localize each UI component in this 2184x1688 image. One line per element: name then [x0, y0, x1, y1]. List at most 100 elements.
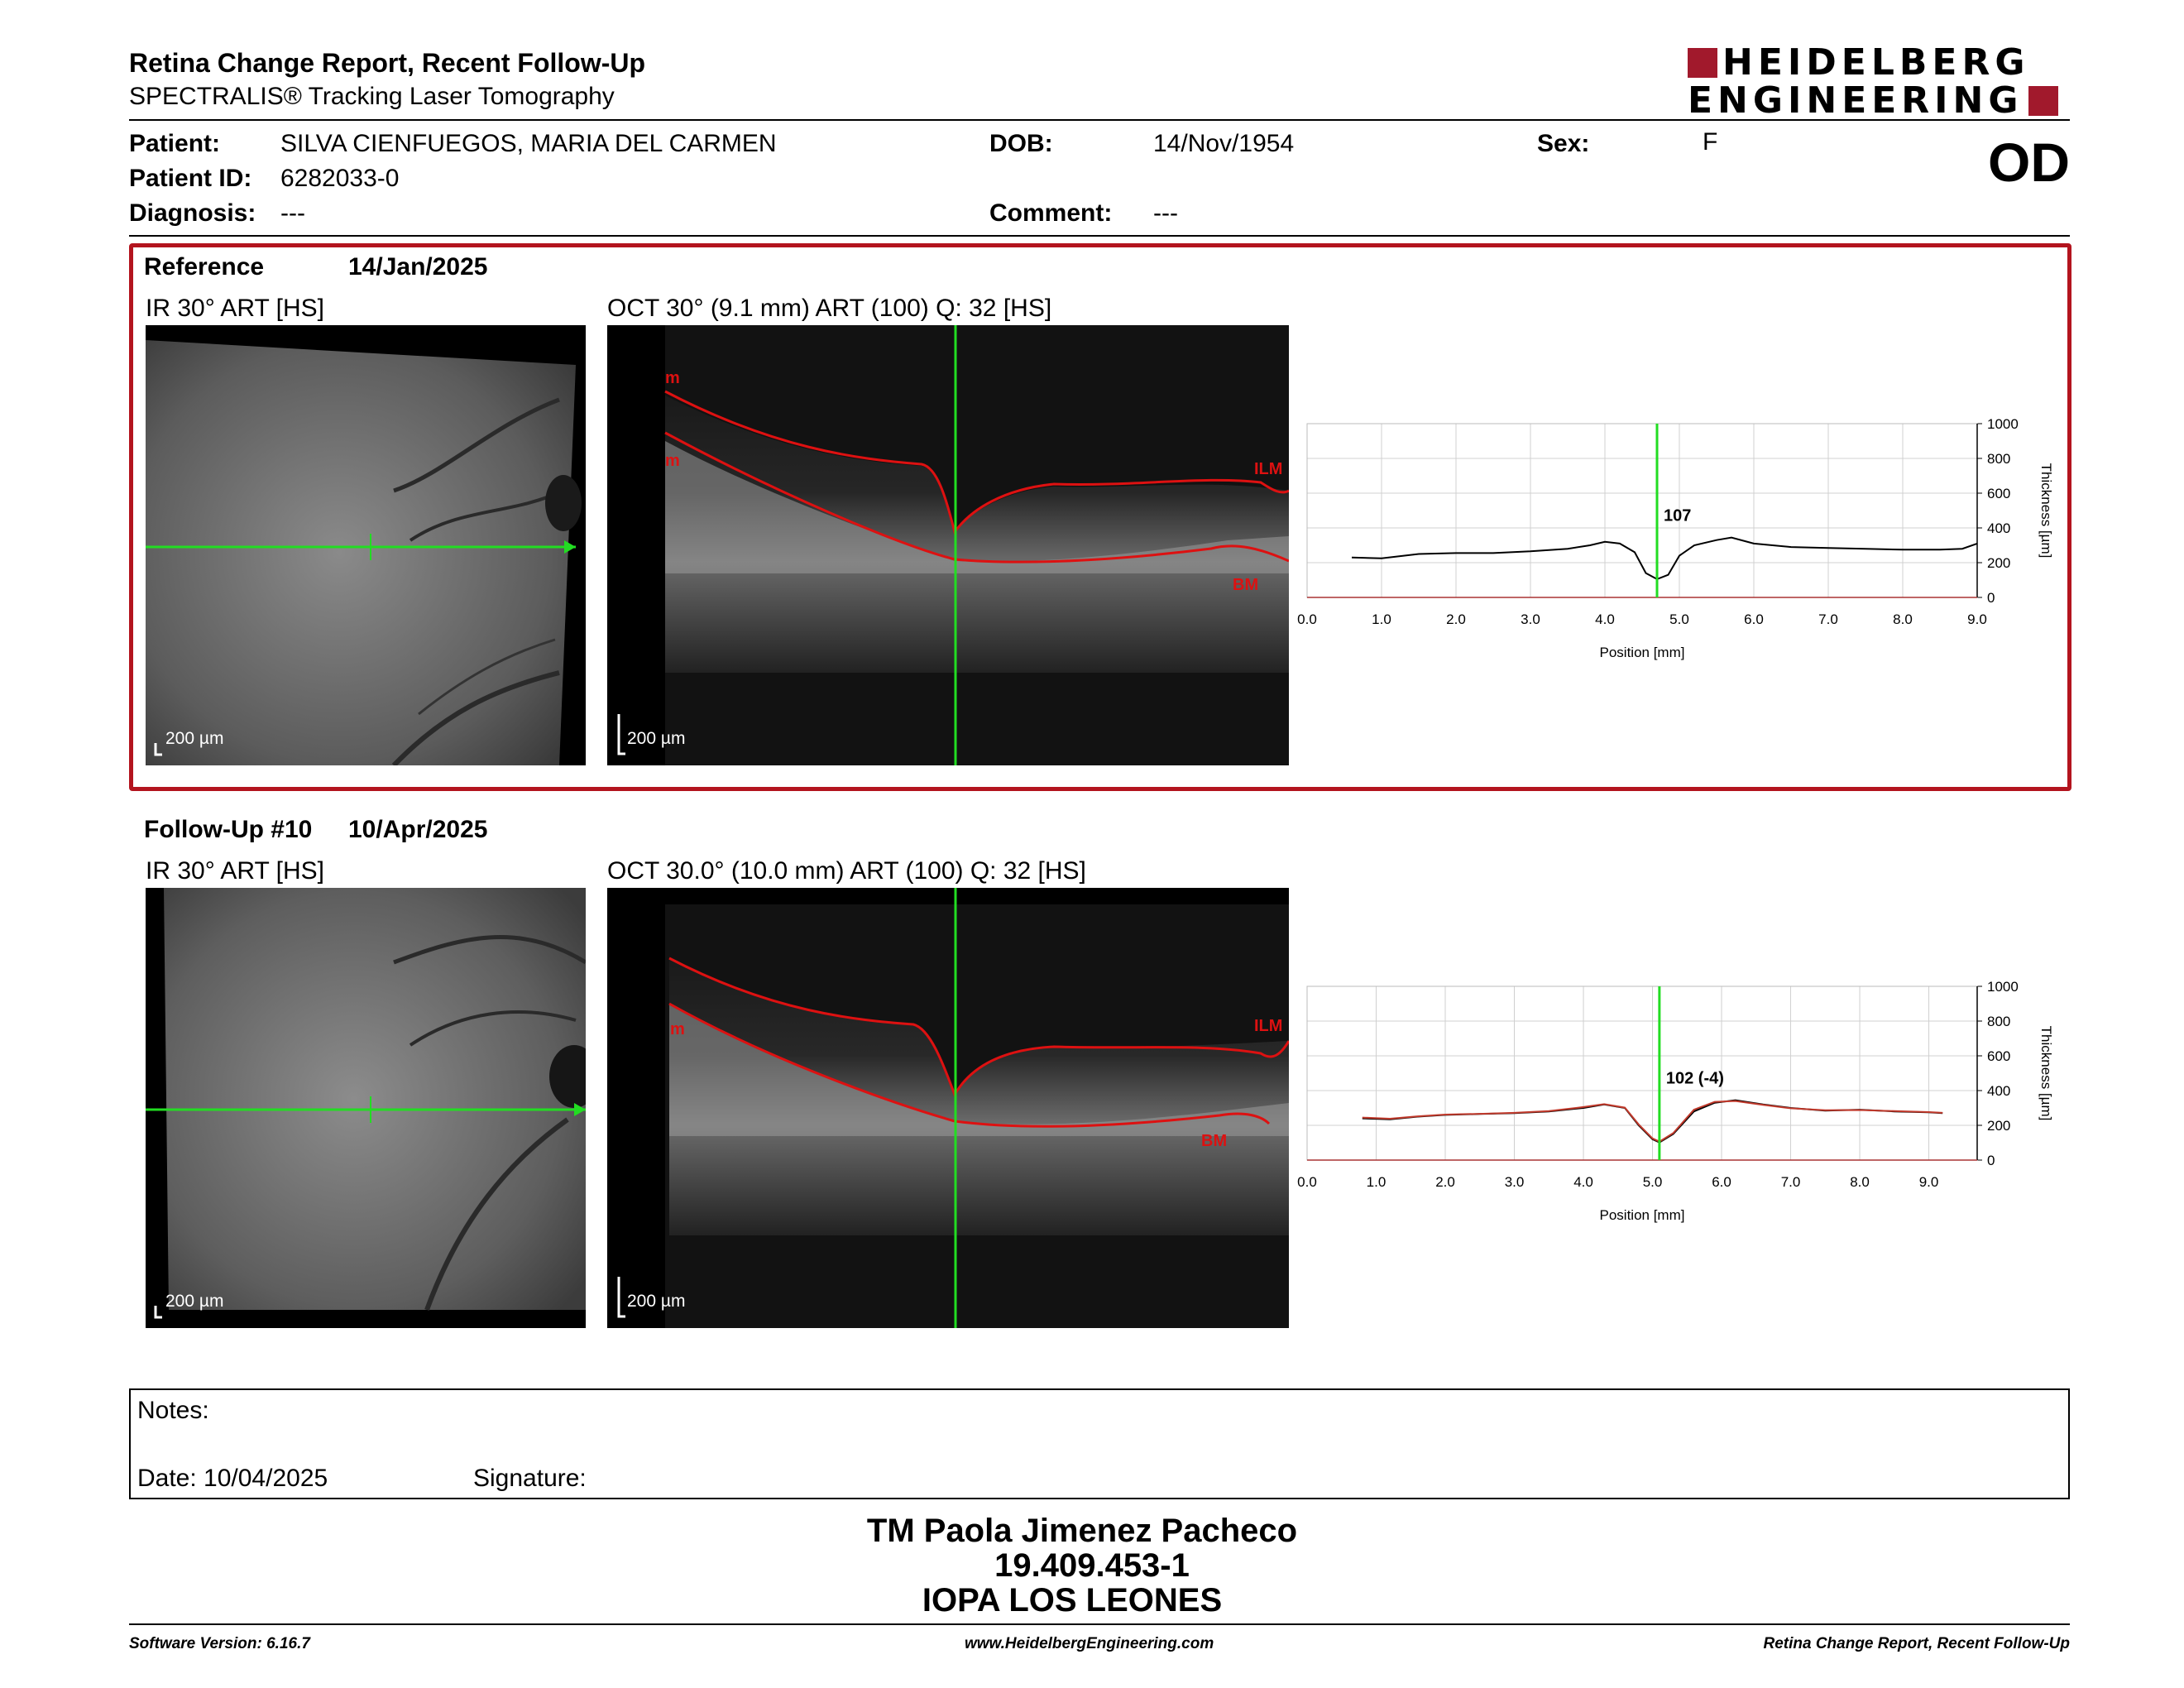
footer-divider	[129, 1623, 2070, 1625]
chart-x-tick-label: 9.0	[1919, 1174, 1939, 1190]
chart-x-tick-label: 7.0	[1818, 611, 1838, 627]
chart-y-tick-label: 1000	[1987, 416, 2019, 432]
patient-name: SILVA CIENFUEGOS, MARIA DEL CARMEN	[280, 130, 777, 157]
followup-oct-scale: 200 µm	[627, 1292, 686, 1311]
reference-oct-bscan: m m ILM BM 200 µm	[607, 325, 1289, 765]
reference-ir-scale: 200 µm	[165, 729, 224, 748]
footer-website[interactable]: www.HeidelbergEngineering.com	[965, 1635, 1214, 1652]
logo-square-icon	[1688, 48, 1717, 78]
chart-y-tick-label: 800	[1987, 1014, 2010, 1029]
signatory-clinic: IOPA LOS LEONES	[922, 1582, 1223, 1618]
chart-y-axis-label: Thickness [µm]	[2038, 463, 2054, 559]
chart-y-tick-label: 800	[1987, 451, 2010, 467]
reference-label: Reference	[144, 253, 265, 281]
footer-software-version: Software Version: 6.16.7	[129, 1635, 310, 1652]
patient-label: Patient:	[129, 130, 221, 157]
chart-x-tick-label: 3.0	[1505, 1174, 1525, 1190]
chart-x-tick-label: 8.0	[1893, 611, 1913, 627]
chart-x-tick-label: 6.0	[1712, 1174, 1731, 1190]
chart-marker-label: 107	[1664, 507, 1691, 525]
followup-ir-scale: 200 µm	[165, 1292, 224, 1311]
diagnosis-label: Diagnosis:	[129, 199, 256, 227]
patient-id: 6282033-0	[280, 165, 400, 192]
chart-x-tick-label: 1.0	[1367, 1174, 1387, 1190]
reference-ir-caption: IR 30° ART [HS]	[146, 295, 324, 322]
signatory-id: 19.409.453-1	[994, 1547, 1190, 1584]
chart-y-tick-label: 400	[1987, 1083, 2010, 1099]
dob-label: DOB:	[989, 130, 1053, 157]
chart-x-tick-label: 0.0	[1297, 611, 1317, 627]
chart-y-tick-label: 1000	[1987, 979, 2019, 995]
logo-square-icon	[2028, 86, 2058, 116]
chart-x-tick-label: 1.0	[1372, 611, 1391, 627]
chart-y-axis-label: Thickness [µm]	[2038, 1026, 2054, 1121]
notes-date: Date: 10/04/2025	[137, 1465, 328, 1492]
comment-value: ---	[1153, 199, 1178, 227]
comment-label: Comment:	[989, 199, 1113, 227]
chart-y-tick-label: 0	[1987, 590, 1995, 606]
chart-x-tick-label: 7.0	[1781, 1174, 1801, 1190]
reference-oct-label-m-mid: m	[665, 452, 680, 470]
followup-ir-caption: IR 30° ART [HS]	[146, 857, 324, 885]
footer-report-name: Retina Change Report, Recent Follow-Up	[1763, 1635, 2070, 1652]
chart-x-axis-label: Position [mm]	[1600, 1207, 1685, 1223]
reference-oct-label-bm: BM	[1233, 576, 1258, 594]
chart-y-tick-label: 200	[1987, 555, 2010, 571]
followup-oct-bscan: m ILM BM 200 µm	[607, 888, 1289, 1328]
chart-y-tick-label: 600	[1987, 486, 2010, 501]
chart-x-tick-label: 3.0	[1521, 611, 1540, 627]
chart-y-tick-label: 0	[1987, 1153, 1995, 1168]
reference-date: 14/Jan/2025	[348, 253, 488, 281]
reference-oct-label-m-top: m	[665, 369, 680, 387]
reference-oct-label-ilm: ILM	[1254, 460, 1282, 478]
chart-x-tick-label: 5.0	[1643, 1174, 1663, 1190]
followup-label: Follow-Up #10	[144, 816, 313, 843]
followup-oct-label-bm: BM	[1201, 1132, 1227, 1150]
patient-divider	[129, 235, 2070, 237]
dob-value: 14/Nov/1954	[1153, 130, 1295, 157]
eye-indicator: OD	[1988, 132, 2070, 193]
logo-text-line1: HEIDELBERG	[1722, 41, 2030, 84]
chart-frame	[1306, 985, 1978, 1161]
chart-x-tick-label: 5.0	[1669, 611, 1689, 627]
chart-frame	[1306, 423, 1978, 598]
reference-frame	[129, 243, 2071, 791]
notes-label: Notes:	[137, 1397, 209, 1424]
reference-oct-scale: 200 µm	[627, 729, 686, 748]
chart-x-tick-label: 2.0	[1446, 611, 1466, 627]
sex-label: Sex:	[1537, 130, 1590, 157]
reference-ir-fundus-image: 200 µm	[146, 325, 586, 765]
signatory-name: TM Paola Jimenez Pacheco	[866, 1513, 1298, 1549]
chart-x-tick-label: 0.0	[1297, 1174, 1317, 1190]
followup-oct-label-m: m	[670, 1020, 685, 1038]
chart-marker-label: 102 (-4)	[1666, 1070, 1724, 1088]
chart-series-line	[1351, 536, 1978, 580]
chart-y-tick-label: 200	[1987, 1118, 2010, 1134]
followup-oct-label-ilm: ILM	[1254, 1017, 1282, 1035]
reference-thickness-chart: 0.0 1.0 2.0 3.0 4.0 5.0 6.0 7.0 8.0 9.00 200 400 600…	[1297, 416, 2054, 660]
chart-series-line	[1362, 1100, 1943, 1143]
chart-y-tick-label: 600	[1987, 1048, 2010, 1064]
chart-x-axis-label: Position [mm]	[1600, 645, 1685, 660]
report-title: Retina Change Report, Recent Follow-Up	[129, 48, 646, 78]
chart-x-tick-label: 2.0	[1435, 1174, 1455, 1190]
followup-thickness-chart: 0.0 1.0 2.0 3.0 4.0 5.0 6.0 7.0 8.0 9.0 0 200 400 600…	[1297, 979, 2054, 1223]
chart-x-tick-label: 8.0	[1850, 1174, 1870, 1190]
reference-oct-caption: OCT 30° (9.1 mm) ART (100) Q: 32 [HS]	[607, 295, 1052, 322]
chart-x-tick-label: 4.0	[1595, 611, 1615, 627]
chart-x-tick-label: 6.0	[1744, 611, 1764, 627]
signature-label: Signature:	[473, 1465, 587, 1492]
followup-oct-caption: OCT 30.0° (10.0 mm) ART (100) Q: 32 [HS]	[607, 857, 1086, 885]
logo-text-line2: ENGINEERING	[1688, 79, 2024, 122]
patient-id-label: Patient ID:	[129, 165, 252, 192]
followup-ir-fundus-image: 200 µm	[146, 888, 586, 1328]
sex-value: F	[1703, 128, 1718, 156]
followup-date: 10/Apr/2025	[348, 816, 488, 843]
chart-y-tick-label: 400	[1987, 520, 2010, 536]
header-divider	[129, 119, 2070, 121]
chart-x-tick-label: 4.0	[1573, 1174, 1593, 1190]
diagnosis-value: ---	[280, 199, 305, 227]
report-subtitle: SPECTRALIS® Tracking Laser Tomography	[129, 83, 615, 110]
notes-box: Notes: Date: 10/04/2025 Signature:	[129, 1388, 2070, 1499]
chart-x-tick-label: 9.0	[1967, 611, 1987, 627]
